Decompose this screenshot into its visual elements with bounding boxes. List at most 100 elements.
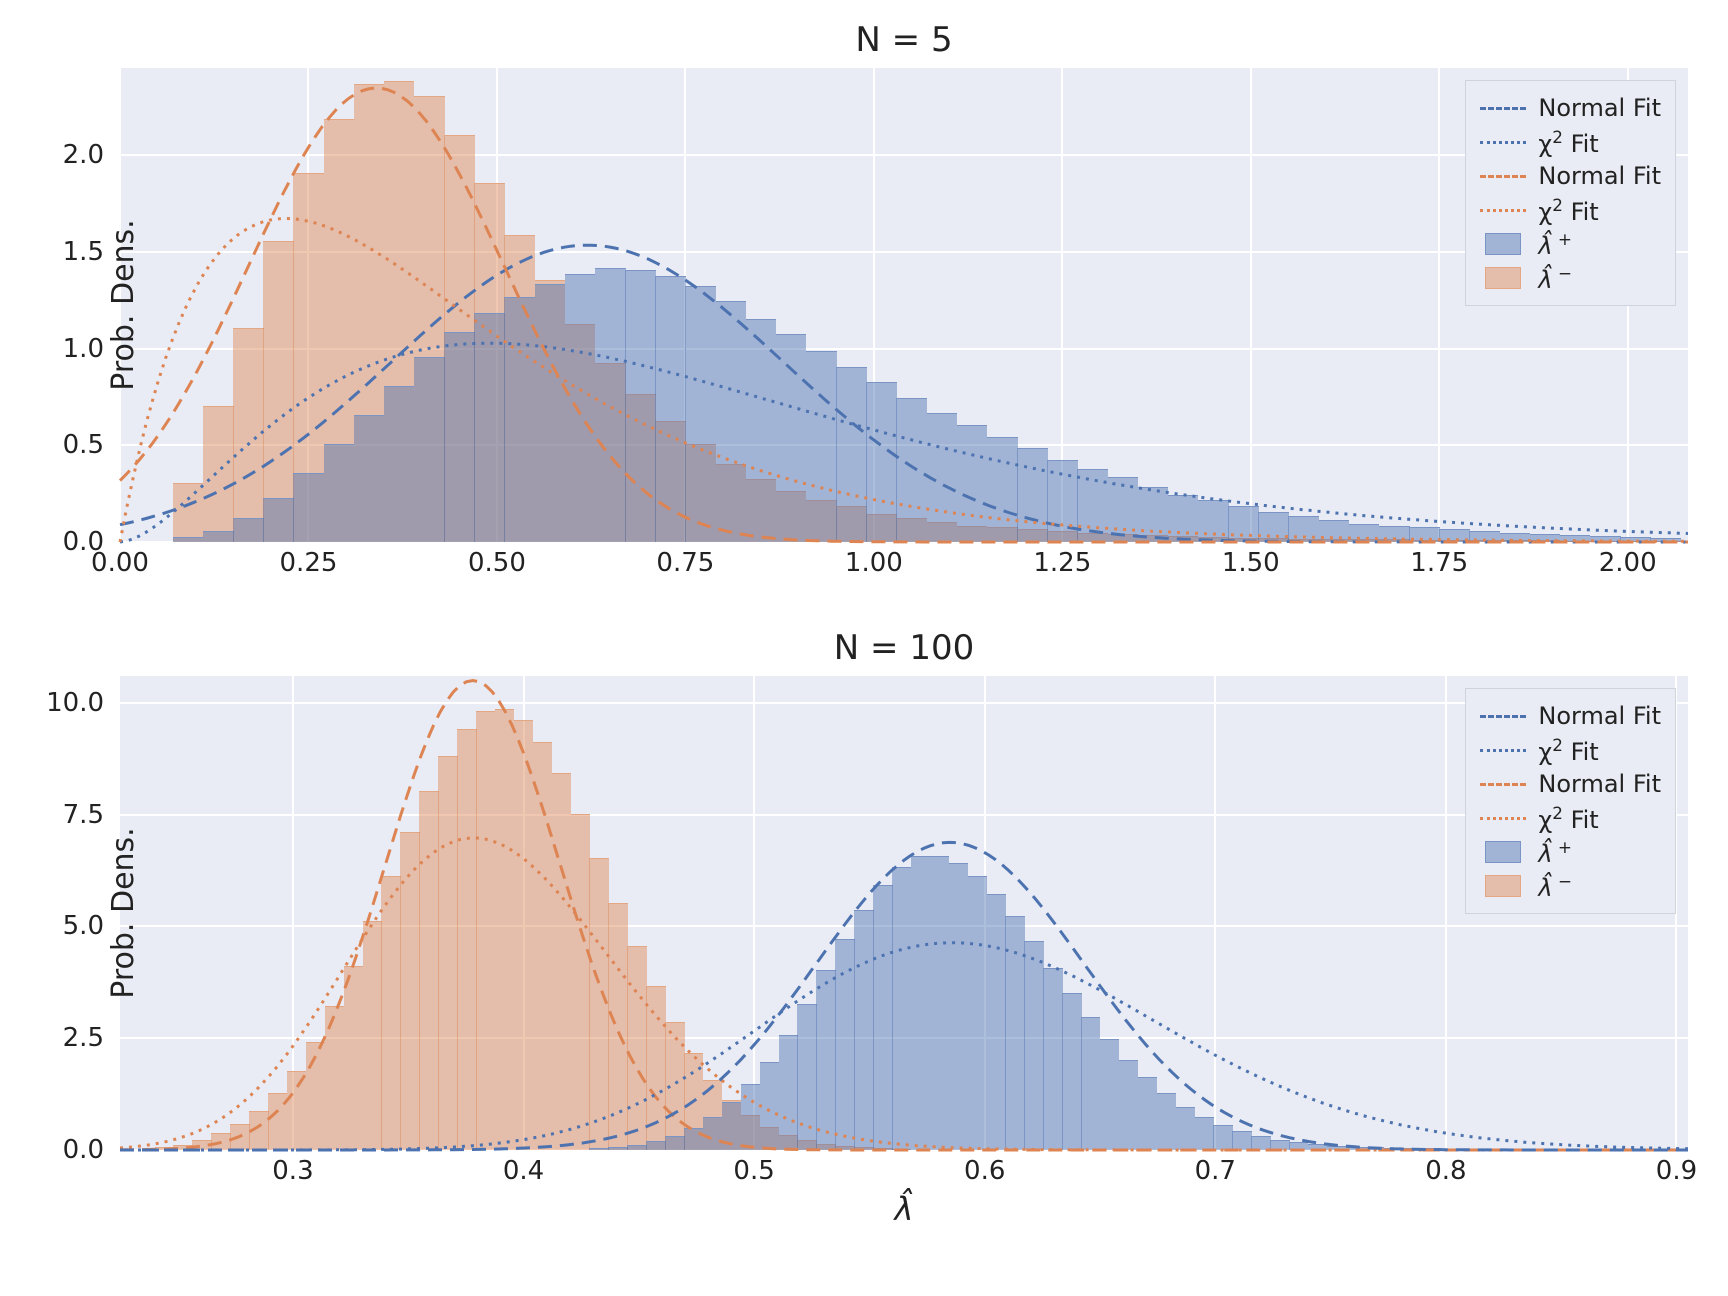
hist-bar-lambda_plus — [384, 386, 415, 542]
xtick-label: 0.50 — [468, 548, 526, 578]
xtick-label: 0.5 — [733, 1156, 774, 1186]
hist-bar-lambda_plus — [1365, 1147, 1384, 1150]
hist-bar-lambda_plus — [665, 1136, 684, 1150]
hist-bar-lambda_plus — [1138, 487, 1169, 542]
hist-bar-lambda_plus — [1573, 1149, 1592, 1150]
hist-bar-lambda_minus — [263, 241, 294, 542]
panel-title: N = 5 — [120, 20, 1688, 60]
legend-label: λ̂ − — [1538, 263, 1572, 294]
hist-bar-lambda_minus — [306, 1042, 325, 1150]
legend-label: χ2 Fit — [1538, 195, 1598, 226]
xtick-label: 1.00 — [845, 548, 903, 578]
hist-bar-lambda_plus — [625, 270, 656, 542]
hist-bar-lambda_plus — [627, 1145, 646, 1150]
hist-bar-lambda_minus — [192, 1140, 211, 1150]
hist-bar-lambda_plus — [1560, 535, 1591, 542]
subplot-bottom: 0.30.40.50.60.70.80.90.02.55.07.510.0N =… — [120, 676, 1688, 1150]
hist-bar-lambda_plus — [1270, 1140, 1289, 1150]
hist-bar-lambda_plus — [1017, 448, 1048, 542]
legend-item: Normal Fit — [1480, 699, 1661, 733]
legend-item: χ2 Fit — [1480, 193, 1661, 227]
hist-bar-lambda_plus — [1232, 1131, 1251, 1150]
hist-bar-lambda_plus — [930, 856, 949, 1150]
legend-label: λ̂ − — [1538, 871, 1572, 902]
hist-bar-lambda_plus — [873, 885, 892, 1150]
hist-bar-lambda_plus — [716, 301, 747, 542]
hist-bar-lambda_plus — [1516, 1149, 1535, 1150]
hist-bar-lambda_plus — [1005, 916, 1024, 1150]
hist-bar-lambda_plus — [816, 970, 835, 1150]
hist-bar-lambda_minus — [344, 966, 363, 1150]
hist-bar-lambda_minus — [249, 1111, 268, 1150]
hist-bar-lambda_plus — [504, 297, 535, 542]
legend-line-icon — [1480, 808, 1526, 828]
hist-bar-lambda_plus — [1421, 1148, 1440, 1150]
hist-bar-lambda_minus — [552, 773, 571, 1150]
legend-item: Normal Fit — [1480, 767, 1661, 801]
hist-bar-lambda_plus — [1384, 1148, 1403, 1150]
xtick-label: 0.3 — [272, 1156, 313, 1186]
ytick-label: 0.0 — [63, 1135, 104, 1165]
hist-bar-lambda_plus — [1047, 460, 1078, 542]
hist-bar-lambda_plus — [1409, 527, 1440, 542]
hist-bar-lambda_plus — [1081, 1017, 1100, 1150]
hist-bar-lambda_plus — [892, 867, 911, 1150]
hist-bar-lambda_plus — [1500, 533, 1531, 542]
legend-patch-icon — [1480, 268, 1526, 288]
hist-bar-lambda_plus — [685, 286, 716, 542]
hist-bar-lambda_plus — [1043, 968, 1062, 1150]
legend-label: χ2 Fit — [1538, 803, 1598, 834]
hist-bar-lambda_minus — [608, 903, 627, 1150]
ytick-label: 1.0 — [63, 334, 104, 364]
hist-bar-lambda_plus — [1346, 1147, 1365, 1150]
hist-bar-lambda_plus — [173, 537, 204, 542]
hist-bar-lambda_minus — [476, 711, 495, 1150]
hist-bar-lambda_plus — [1258, 512, 1289, 542]
legend-patch-icon — [1480, 234, 1526, 254]
legend-item: Normal Fit — [1480, 159, 1661, 193]
hist-bar-lambda_plus — [1530, 534, 1561, 542]
hist-bar-lambda_plus — [1478, 1149, 1497, 1150]
hist-bar-lambda_plus — [1176, 1107, 1195, 1150]
hist-bar-lambda_plus — [263, 498, 294, 542]
legend-line-icon — [1480, 166, 1526, 186]
hist-bar-lambda_plus — [1650, 538, 1681, 542]
ytick-label: 5.0 — [63, 911, 104, 941]
hist-bar-lambda_plus — [1289, 1142, 1308, 1150]
xtick-label: 0.75 — [656, 548, 714, 578]
legend: Normal Fitχ2 FitNormal Fitχ2 Fitλ̂ +λ̂ − — [1465, 688, 1676, 914]
hist-bar-lambda_plus — [1440, 1149, 1459, 1150]
subplot-top: 0.000.250.500.751.001.251.501.752.000.00… — [120, 68, 1688, 542]
legend-item: Normal Fit — [1480, 91, 1661, 125]
hist-bar-lambda_minus — [233, 328, 264, 542]
hist-bar-lambda_plus — [1062, 993, 1081, 1151]
legend-item: χ2 Fit — [1480, 733, 1661, 767]
hist-bar-lambda_plus — [444, 332, 475, 542]
hist-bar-lambda_plus — [1213, 1125, 1232, 1150]
hist-bar-lambda_plus — [703, 1117, 722, 1150]
legend-label: χ2 Fit — [1538, 735, 1598, 766]
hist-bar-lambda_plus — [1439, 529, 1470, 542]
hist-bar-lambda_minus — [627, 946, 646, 1150]
hist-bar-lambda_plus — [203, 531, 234, 542]
legend-line-icon — [1480, 740, 1526, 760]
hist-bar-lambda_plus — [1590, 536, 1621, 542]
legend-patch-icon — [1480, 876, 1526, 896]
hist-bar-lambda_plus — [1308, 1144, 1327, 1150]
hist-bar-lambda_plus — [1554, 1149, 1573, 1150]
legend-line-icon — [1480, 706, 1526, 726]
hist-bar-lambda_plus — [565, 274, 596, 542]
hist-bar-lambda_plus — [1077, 469, 1108, 542]
hist-bar-lambda_plus — [1497, 1149, 1516, 1150]
hist-bar-lambda_plus — [233, 518, 264, 542]
hist-bar-lambda_plus — [1403, 1148, 1422, 1150]
plot-area — [120, 68, 1688, 542]
xtick-label: 1.25 — [1033, 548, 1091, 578]
plot-area — [120, 676, 1688, 1150]
legend-label: χ2 Fit — [1538, 127, 1598, 158]
hist-bar-lambda_minus — [287, 1071, 306, 1150]
ytick-label: 1.5 — [63, 237, 104, 267]
hist-bar-lambda_minus — [438, 756, 457, 1151]
hist-bar-lambda_plus — [854, 910, 873, 1150]
hist-bar-lambda_plus — [836, 367, 867, 542]
